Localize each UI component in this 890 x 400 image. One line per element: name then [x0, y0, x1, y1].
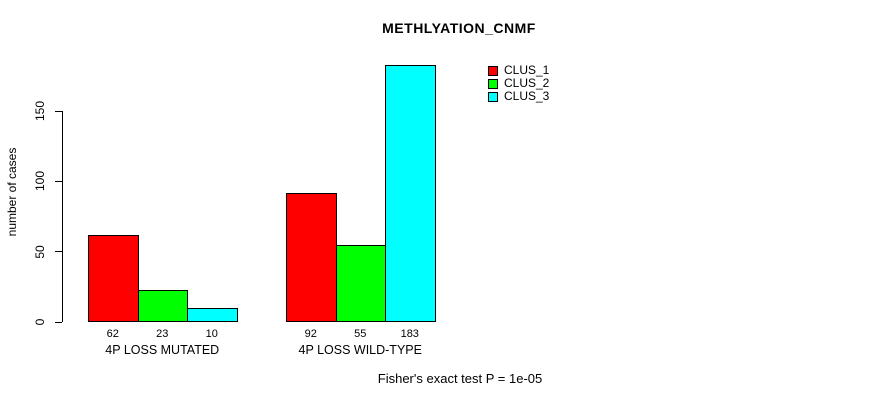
y-axis-label: number of cases: [5, 147, 19, 237]
y-axis-line: [62, 111, 63, 322]
y-tick-label: 0: [33, 318, 47, 326]
y-tick-mark: [55, 251, 62, 253]
legend-label: CLUS_2: [504, 76, 550, 90]
bar-value-label: 92: [304, 328, 317, 340]
legend-label: CLUS_3: [504, 89, 550, 103]
bar-value-label: 10: [205, 328, 218, 340]
bar-value-label: 183: [400, 328, 419, 340]
bar-clus_1-group1: [88, 234, 139, 322]
legend-row: CLUS_1: [488, 64, 549, 77]
chart-title: METHLYATION_CNMF: [382, 20, 536, 36]
bar-value-label: 23: [156, 328, 169, 340]
y-tick-label: 50: [33, 244, 47, 259]
y-tick-label: 150: [33, 100, 47, 122]
legend-swatch-clus_3: [488, 91, 498, 102]
y-tick-mark: [55, 321, 62, 323]
bar-clus_1-group2: [286, 192, 337, 322]
legend: CLUS_1 CLUS_2 CLUS_3: [488, 64, 549, 103]
bar-clus_2-group2: [335, 244, 386, 322]
category-label: 4P LOSS WILD-TYPE: [298, 343, 422, 357]
footnote: Fisher's exact test P = 1e-05: [377, 371, 543, 386]
legend-row: CLUS_2: [488, 77, 549, 90]
legend-label: CLUS_1: [504, 63, 550, 77]
legend-row: CLUS_3: [488, 90, 549, 103]
bar-value-label: 62: [106, 328, 119, 340]
bar-clus_3-group2: [385, 64, 436, 322]
y-tick-label: 100: [33, 171, 47, 192]
category-label: 4P LOSS MUTATED: [105, 343, 220, 357]
y-tick-mark: [55, 110, 62, 112]
legend-swatch-clus_2: [488, 78, 498, 89]
bar-clus_2-group1: [137, 289, 188, 322]
y-tick-mark: [55, 180, 62, 182]
bar-clus_3-group1: [187, 307, 238, 322]
legend-swatch-clus_1: [488, 65, 498, 76]
bar-value-label: 55: [354, 328, 367, 340]
